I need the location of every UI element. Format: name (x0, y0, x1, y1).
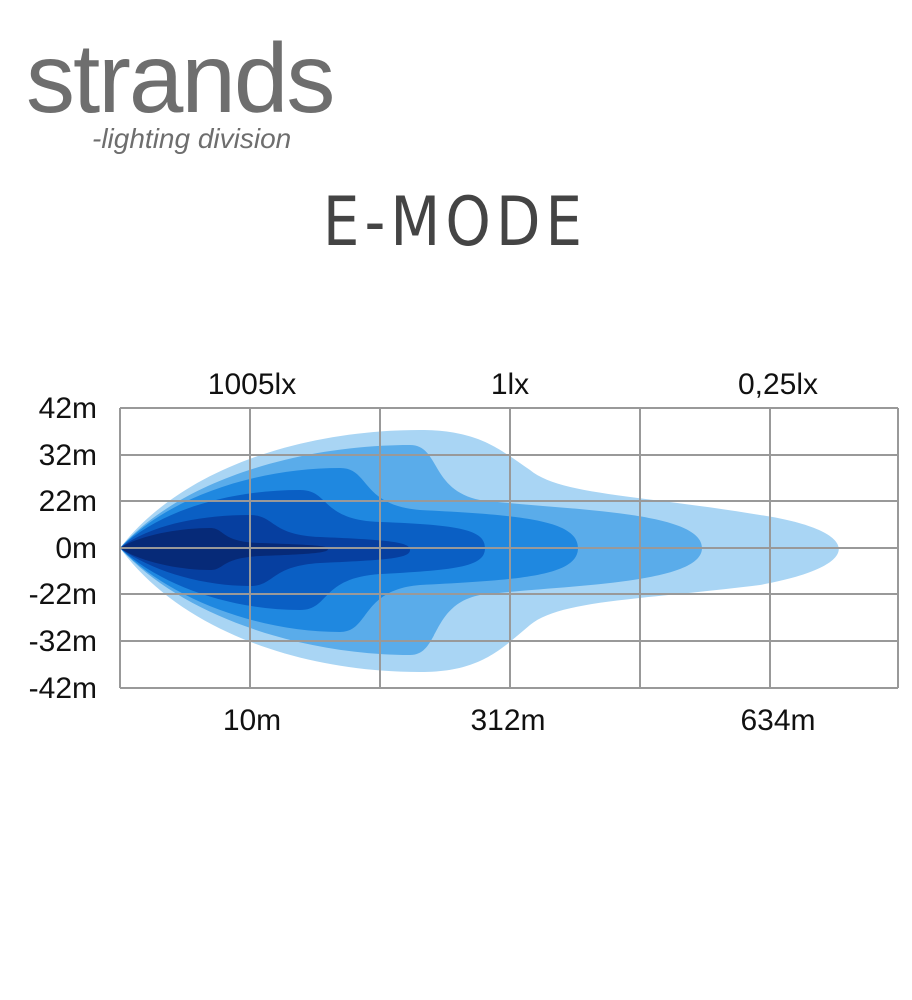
beam-shapes (120, 430, 839, 672)
lux-label: 1lx (491, 368, 529, 401)
distance-label: 312m (470, 704, 545, 737)
logo-tagline: -lighting division (92, 123, 291, 154)
logo-name: strands (26, 23, 333, 133)
width-label: 32m (39, 439, 97, 472)
distance-label: 10m (223, 704, 281, 737)
width-label: 22m (39, 485, 97, 518)
width-label: 0m (55, 532, 97, 565)
width-label: -22m (29, 578, 97, 611)
mode-title: E-MODE (323, 181, 587, 261)
width-label: -32m (29, 625, 97, 658)
lux-label: 1005lx (208, 368, 296, 401)
width-label: -42m (29, 672, 97, 705)
distance-label: 634m (740, 704, 815, 737)
grid (119, 407, 899, 689)
width-label: 42m (39, 392, 97, 425)
lux-label: 0,25lx (738, 368, 818, 401)
